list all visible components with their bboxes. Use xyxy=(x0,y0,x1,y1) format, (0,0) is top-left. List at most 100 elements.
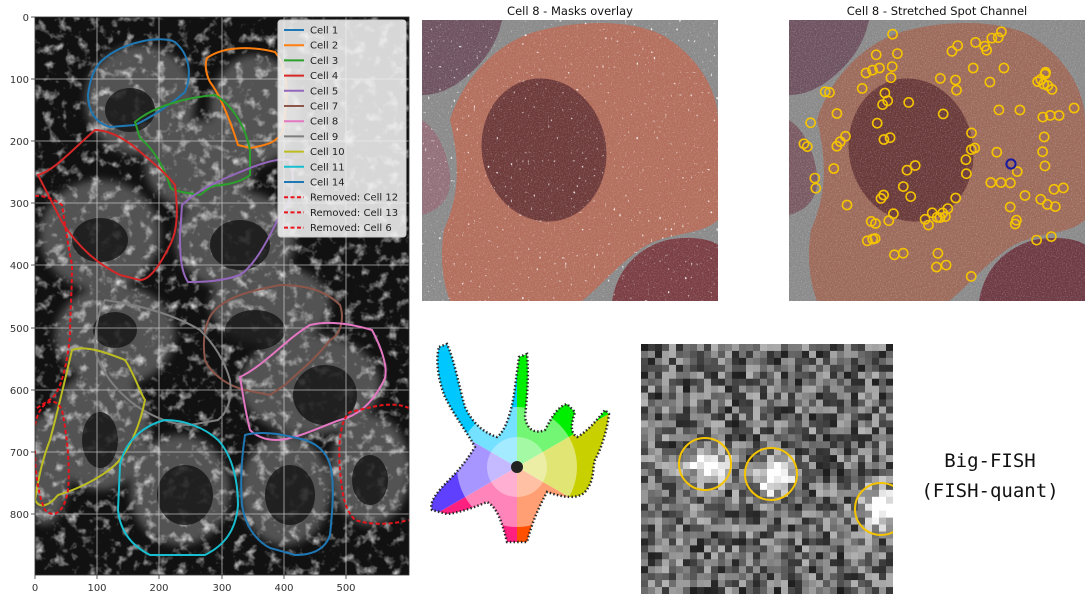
spot-ring xyxy=(875,192,887,204)
spot-ring xyxy=(965,270,977,282)
y-tick-label: 500 xyxy=(10,324,29,335)
spot-ring xyxy=(952,40,964,51)
cell-contours xyxy=(35,38,409,557)
brand-line-1: Big-FISH xyxy=(944,450,1036,472)
highlighted-spot-ring xyxy=(1005,158,1017,170)
spot-ring xyxy=(970,36,981,48)
legend-label: Cell 7 xyxy=(310,102,338,113)
spot-ring xyxy=(888,208,899,220)
spot-ring xyxy=(993,104,1005,116)
spot-ring xyxy=(1035,74,1047,85)
spot-ring xyxy=(966,127,977,139)
y-tick-label: 400 xyxy=(10,261,29,272)
spot-ring xyxy=(981,44,992,56)
spot-ring xyxy=(960,168,972,180)
x-tick-label: 0 xyxy=(32,583,38,594)
contour-cell-1 xyxy=(86,38,190,129)
spot-ring xyxy=(878,189,889,201)
legend: Cell 1 Cell 2 Cell 3 Cell 4 Cell 5 Cell 7 Cell… xyxy=(277,19,407,238)
contour-cell-4 xyxy=(36,128,178,282)
spot-ring xyxy=(889,249,900,261)
spot-ring xyxy=(931,261,942,273)
spot-ring xyxy=(991,146,1003,158)
spot-ring xyxy=(885,72,897,84)
legend-label: Cell 4 xyxy=(310,71,338,82)
spot-ring xyxy=(878,134,890,145)
spot-ring xyxy=(1039,160,1051,172)
spot-ring xyxy=(946,45,958,57)
x-tick-label: 400 xyxy=(274,583,293,594)
spot-ring xyxy=(942,203,954,214)
spot-ring xyxy=(856,83,868,94)
segmentation-plot: 0 100 200 300 400 500 0 100 200 300 400 … xyxy=(10,13,410,594)
y-tick-label: 200 xyxy=(10,137,29,148)
spot-ring xyxy=(831,108,843,119)
spot-ring xyxy=(909,160,921,171)
spot-ring xyxy=(919,213,931,225)
x-tick-labels: 0 100 200 300 400 500 xyxy=(32,583,356,594)
spot-ring xyxy=(985,177,997,188)
legend-label: Cell 10 xyxy=(310,147,345,158)
spot-ring xyxy=(923,219,934,231)
spot-ring xyxy=(678,437,732,491)
spot-ring xyxy=(892,48,903,59)
spot-ring xyxy=(926,207,938,219)
spot-ring xyxy=(992,32,1004,43)
brand-line-2: (FISH-quant) xyxy=(921,480,1059,502)
y-tick-label: 0 xyxy=(23,13,29,24)
spot-ring xyxy=(967,62,979,74)
x-tick-label: 200 xyxy=(149,583,168,594)
spot-ring xyxy=(1031,234,1042,246)
legend-label: Cell 1 xyxy=(310,26,338,37)
spot-ring xyxy=(884,132,896,144)
spot-ring xyxy=(1042,80,1054,92)
spot-ring xyxy=(1004,201,1016,213)
spot-ring xyxy=(798,138,810,150)
spot-ring xyxy=(869,233,881,244)
spot-ring xyxy=(824,87,835,98)
legend-label: Removed: Cell 12 xyxy=(310,193,398,204)
spot-ring xyxy=(867,64,878,76)
contour-cell-11 xyxy=(116,418,240,556)
masks-overlay-panel xyxy=(422,20,718,301)
spot-ring xyxy=(1038,131,1050,143)
spot-ring xyxy=(1011,166,1023,177)
spot-ring xyxy=(805,117,816,129)
spot-ring xyxy=(950,192,962,204)
legend-label: Removed: Cell 13 xyxy=(310,208,398,219)
y-tick-label: 700 xyxy=(10,448,29,459)
spot-ring xyxy=(903,97,915,108)
spot-ring xyxy=(801,141,813,152)
legend-label: Cell 9 xyxy=(310,132,338,143)
pixel-grid xyxy=(641,344,893,594)
spot-ring xyxy=(1053,110,1065,121)
spot-ring xyxy=(1057,182,1069,194)
spot-ring xyxy=(897,181,909,192)
spot-ring xyxy=(874,62,885,74)
spot-ring xyxy=(995,26,1007,38)
legend-label: Cell 8 xyxy=(310,117,338,128)
spot-ring xyxy=(809,172,821,184)
spot-ring xyxy=(744,447,798,501)
spot-ring xyxy=(1041,198,1053,210)
spot-ring xyxy=(1035,193,1047,205)
y-tick-label: 600 xyxy=(10,386,29,397)
contour-cell-14 xyxy=(240,431,334,557)
spot-ring xyxy=(905,191,917,202)
legend-label: Cell 2 xyxy=(310,41,338,52)
spot-ring xyxy=(995,177,1007,188)
spot-ring xyxy=(951,84,962,96)
spot-ring xyxy=(950,74,961,86)
spot-ring xyxy=(969,142,981,154)
masks-panel-title: Cell 8 - Masks overlay xyxy=(507,4,633,18)
spot-ring xyxy=(861,235,873,247)
spot-ring xyxy=(1068,102,1080,114)
spot-ring xyxy=(1010,214,1022,226)
spot-closeup-panel xyxy=(641,344,893,594)
spot-ring xyxy=(810,182,822,194)
spot-ring xyxy=(934,73,946,84)
spot-ring xyxy=(860,67,872,79)
x-tick-label: 300 xyxy=(212,583,231,594)
y-tick-label: 100 xyxy=(10,75,29,86)
spot-ring xyxy=(1045,231,1057,242)
